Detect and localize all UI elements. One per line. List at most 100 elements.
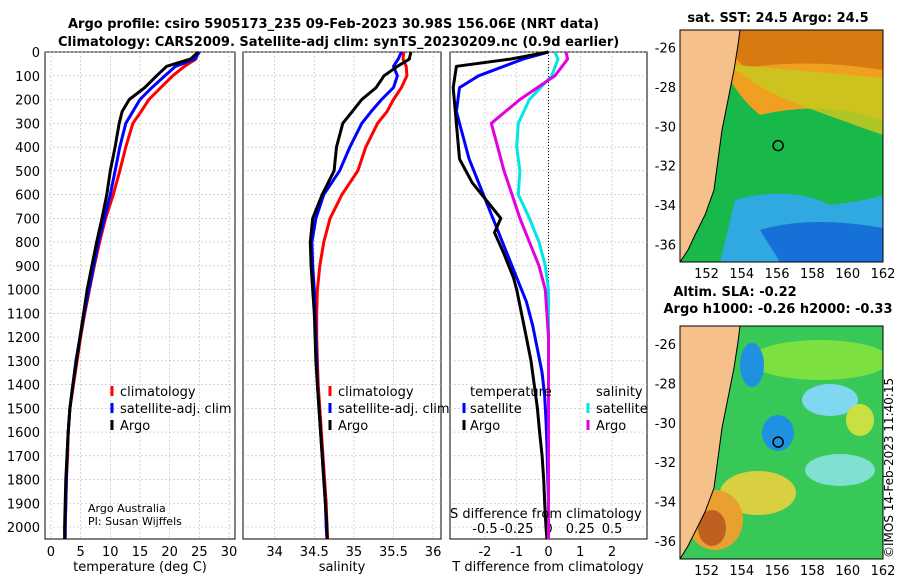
pressure-tick-label: 2000	[7, 521, 40, 536]
salinity-axes-box	[242, 51, 442, 540]
sst-map-frame	[679, 29, 884, 263]
lat-tick-label: -36	[655, 535, 676, 550]
sst-map-title: sat. SST: 24.5 Argo: 24.5	[687, 11, 868, 26]
pressure-tick-label: 1100	[7, 307, 40, 322]
pressure-tick-label: 1400	[7, 379, 40, 394]
x-tick-label: 2	[608, 545, 616, 560]
sst-float-marker	[772, 139, 784, 152]
sla-ridge	[750, 340, 883, 380]
sla-low-north	[740, 343, 764, 387]
lon-tick-label: 154	[729, 564, 754, 579]
lon-tick-label: 160	[835, 267, 860, 282]
x-tick-label: 30	[221, 545, 238, 560]
salinity-panel: 34 34.5 35 35.5 36 salinity climatology sate…	[242, 51, 450, 575]
pressure-tick-label: 600	[15, 189, 40, 204]
lon-tick-label: 152	[694, 267, 719, 282]
temperature-panel: 0100200300400500600700800900100011001200…	[7, 46, 237, 575]
sst-lat-labels: -26 -28 -30 -32 -34 -36	[655, 42, 676, 254]
legend-satellite: satellite-adj. clim	[338, 402, 450, 417]
series-line-salinity-argo	[489, 51, 570, 539]
lon-tick-label: 156	[765, 267, 790, 282]
pressure-tick-label: 1600	[7, 426, 40, 441]
pressure-tick-label: 500	[15, 165, 40, 180]
salinity-difference-xlabel: S difference from climatology	[450, 507, 642, 522]
pressure-tick-label: 1200	[7, 331, 40, 346]
salinity-difference-tick-label: -0.25	[500, 522, 534, 537]
temperature-difference-xlabel: T difference from climatology	[451, 560, 644, 575]
sla-map-subtitle: Argo h1000: -0.26 h2000: -0.33	[663, 302, 892, 317]
lon-tick-label: 160	[835, 564, 860, 579]
pressure-tick-label: 400	[15, 141, 40, 156]
lon-tick-label: 162	[871, 564, 896, 579]
x-tick-label: 35.5	[379, 545, 408, 560]
salinity-grid	[243, 51, 441, 539]
lon-tick-label: 154	[729, 267, 754, 282]
lat-tick-label: -26	[655, 42, 676, 57]
lat-tick-label: -30	[655, 120, 676, 135]
difference-legend: temperature salinity satellite Argo sate…	[462, 385, 648, 434]
x-tick-label: 34	[266, 545, 283, 560]
x-tick-label: 25	[191, 545, 208, 560]
legend-t-argo: Argo	[470, 419, 500, 434]
sst-lon-labels: 152 154 156 158 160 162	[694, 267, 895, 282]
lon-tick-label: 162	[871, 267, 896, 282]
figure-title-line1: Argo profile: csiro 5905173_235 09-Feb-2…	[68, 17, 599, 32]
temperature-series	[63, 50, 201, 539]
temperature-xlabel: temperature (deg C)	[73, 560, 207, 575]
temperature-difference-tick-labels: -2 -1 0 1 2	[478, 545, 616, 560]
salinity-xlabel: salinity	[319, 560, 366, 575]
sla-map: Altim. SLA: -0.22 Argo h1000: -0.26 h200…	[655, 285, 896, 579]
salinity-difference-tick-label: -0.5	[472, 522, 497, 537]
x-tick-label: 0	[544, 545, 552, 560]
legend-s-satellite: satellite	[596, 402, 648, 417]
lat-tick-label: -30	[655, 417, 676, 432]
x-tick-label: -1	[510, 545, 523, 560]
pressure-tick-label: 100	[15, 70, 40, 85]
legend-header-salinity: salinity	[596, 385, 643, 400]
temperature-grid	[45, 51, 235, 539]
pressure-tick-label: 900	[15, 260, 40, 275]
lat-tick-label: -36	[655, 238, 676, 253]
sst-map: sat. SST: 24.5 Argo: 24.5 152 154 156 158 16…	[655, 11, 896, 282]
sst-land	[680, 30, 741, 262]
x-tick-label: 15	[132, 545, 149, 560]
temperature-legend: climatology satellite-adj. clim Argo	[110, 385, 232, 434]
x-tick-label: 10	[102, 545, 119, 560]
sst-warmest-band	[710, 30, 883, 70]
legend-climatology: climatology	[120, 385, 196, 400]
pressure-tick-label: 1500	[7, 402, 40, 417]
x-tick-label: -2	[478, 545, 491, 560]
difference-panel: -2 -1 0 1 2 -0.5 -0.25 0 0.25 0.5 S difference f…	[449, 50, 648, 575]
x-tick-label: 5	[76, 545, 84, 560]
pressure-tick-label: 200	[15, 94, 40, 109]
pressure-tick-labels: 0 100 200 300 400 500 600 700 800 900 1000 1100 1200…	[7, 46, 40, 536]
pressure-tick-label: 0	[32, 46, 40, 61]
sla-land	[680, 326, 741, 559]
pressure-tick-label: 300	[15, 117, 40, 132]
lon-tick-label: 158	[800, 564, 825, 579]
legend-s-argo: Argo	[596, 419, 626, 434]
sla-map-title: Altim. SLA: -0.22	[673, 285, 796, 300]
salinity-difference-tick-label: 0.25	[566, 522, 595, 537]
lon-tick-label: 158	[800, 267, 825, 282]
salinity-difference-tick-labels: -0.5 -0.25 0 0.25 0.5	[472, 522, 622, 537]
pressure-tick-label: 700	[15, 212, 40, 227]
salinity-difference-tick-label: 0.5	[602, 522, 623, 537]
x-tick-label: 36	[425, 545, 442, 560]
sla-lon-labels: 152 154 156 158 160 162	[694, 564, 895, 579]
figure-title-line2: Climatology: CARS2009. Satellite-adj cli…	[58, 35, 619, 50]
sst-yellow-band	[680, 60, 883, 135]
salinity-series	[308, 51, 413, 540]
sla-high-core	[698, 510, 726, 546]
series-line-temperature-argo	[451, 50, 549, 540]
sla-high-east	[846, 404, 874, 436]
lat-tick-label: -26	[655, 338, 676, 353]
credit-line2: PI: Susan Wijffels	[88, 515, 182, 528]
legend-satellite: satellite-adj. clim	[120, 402, 232, 417]
sla-float-marker	[772, 436, 784, 448]
sla-high-centre	[720, 471, 796, 515]
pressure-tick-label: 1700	[7, 450, 40, 465]
sla-map-frame	[679, 325, 884, 560]
pressure-tick-label: 1300	[7, 355, 40, 370]
credit-line1: Argo Australia	[88, 502, 166, 515]
